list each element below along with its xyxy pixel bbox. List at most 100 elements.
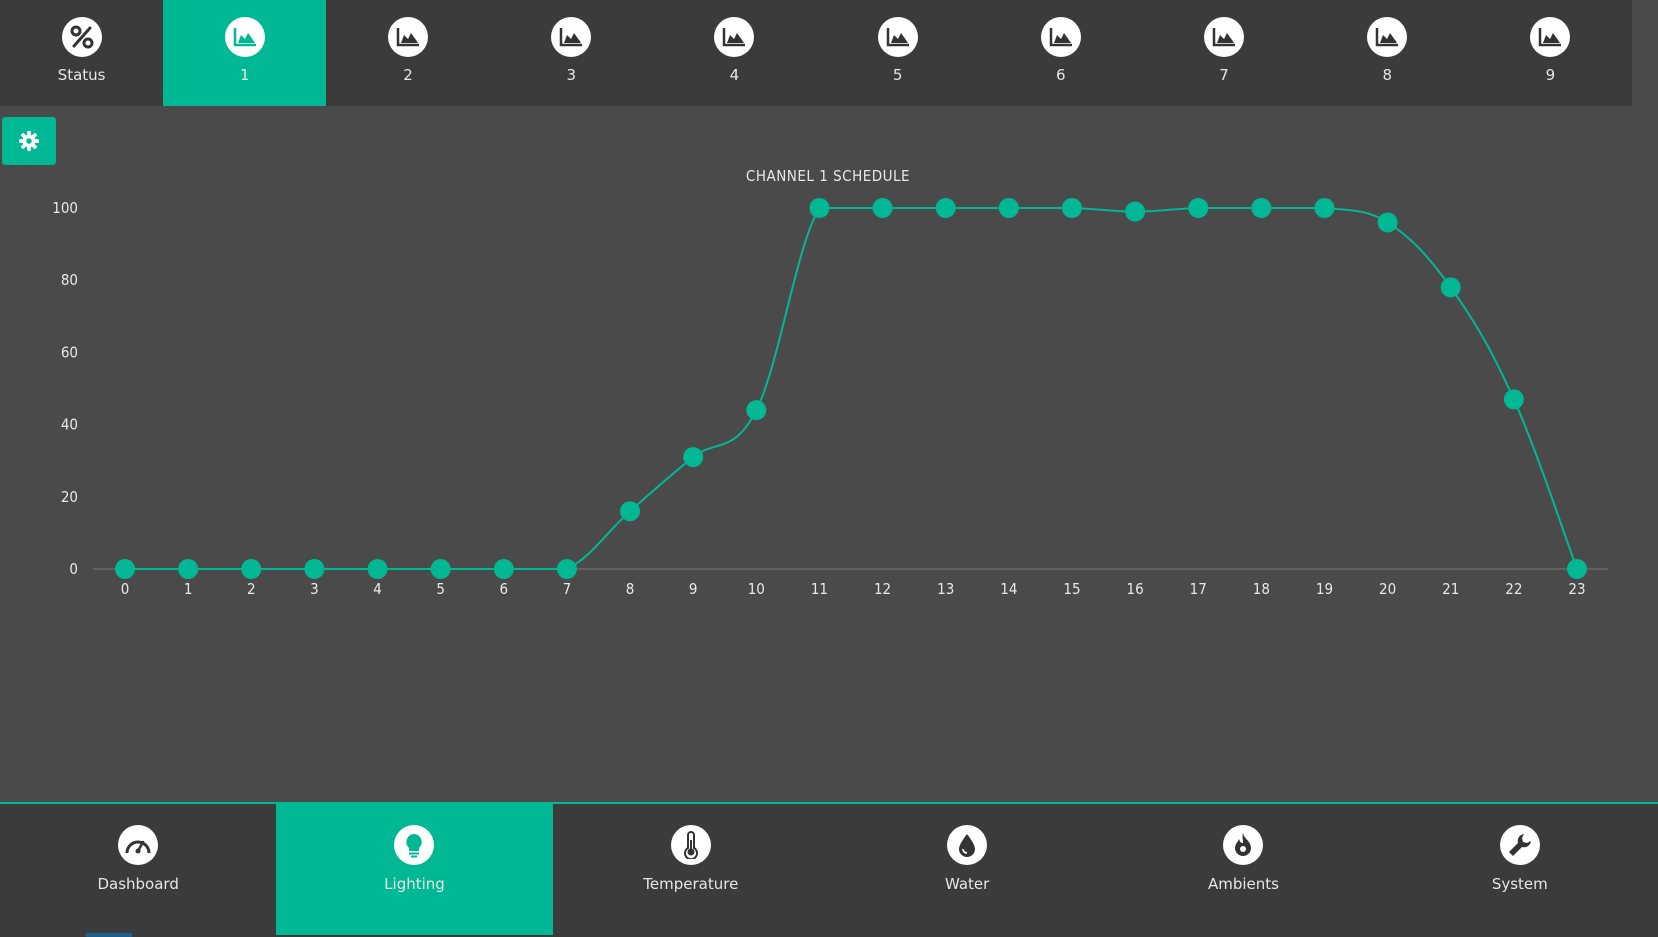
- y-axis-ticks: 0 20 40 60 80 100: [52, 199, 78, 578]
- chart-title: CHANNEL 1 SCHEDULE: [746, 167, 910, 185]
- data-point[interactable]: [493, 559, 514, 579]
- tab-channel-2[interactable]: 2: [326, 0, 489, 106]
- flame-icon: [1223, 825, 1264, 865]
- y-tick-label: 40: [61, 416, 78, 434]
- x-tick-label: 21: [1442, 580, 1459, 598]
- area-chart-icon: [1530, 17, 1571, 57]
- tab-label: 3: [566, 66, 576, 84]
- data-point[interactable]: [115, 559, 135, 579]
- data-point[interactable]: [1125, 201, 1146, 222]
- area-chart-icon: [877, 17, 918, 57]
- nav-ambients[interactable]: Ambients: [1105, 804, 1381, 937]
- x-tick-label: 19: [1316, 580, 1333, 598]
- data-point[interactable]: [1503, 389, 1524, 410]
- area-chart-icon: [1040, 17, 1081, 57]
- x-tick-label: 6: [499, 580, 508, 598]
- data-point[interactable]: [620, 501, 641, 522]
- x-tick-label: 13: [937, 580, 954, 598]
- channel-tab-bar: Status 1 2 3 4 5 6: [0, 0, 1632, 106]
- data-point[interactable]: [872, 198, 893, 218]
- data-point[interactable]: [746, 400, 767, 421]
- tab-channel-7[interactable]: 7: [1142, 0, 1305, 106]
- nav-system[interactable]: System: [1382, 804, 1658, 937]
- tab-channel-6[interactable]: 6: [979, 0, 1142, 106]
- schedule-points: [115, 198, 1587, 579]
- x-tick-label: 8: [626, 580, 635, 598]
- x-tick-label: 17: [1190, 580, 1207, 598]
- area-chart-icon: [1204, 17, 1245, 57]
- water-drop-icon: [947, 825, 988, 865]
- nav-temperature[interactable]: Temperature: [553, 804, 829, 937]
- tab-label: 5: [892, 66, 903, 84]
- tab-status[interactable]: Status: [0, 0, 163, 106]
- y-tick-label: 80: [61, 271, 78, 289]
- x-tick-label: 10: [748, 580, 765, 598]
- nav-water[interactable]: Water: [829, 804, 1105, 937]
- scroll-indicator: [86, 933, 132, 937]
- thermometer-icon: [670, 825, 711, 865]
- tab-channel-8[interactable]: 8: [1306, 0, 1469, 106]
- x-tick-label: 16: [1127, 580, 1144, 598]
- nav-label: Water: [944, 875, 990, 893]
- data-point[interactable]: [1567, 559, 1587, 579]
- bottom-nav-bar: Dashboard Lighting Temperature: [0, 802, 1658, 937]
- data-point[interactable]: [1251, 198, 1272, 218]
- data-point[interactable]: [998, 198, 1019, 218]
- tab-channel-1[interactable]: 1: [163, 0, 327, 106]
- x-tick-label: 18: [1253, 580, 1270, 598]
- x-axis-ticks: 0 1 2 3 4 5 6 7 8 9 10 11 12 13 14 15 16 17 18 19 20 21 22 23: [121, 580, 1586, 598]
- tab-channel-4[interactable]: 4: [653, 0, 816, 106]
- nav-label: Ambients: [1207, 875, 1279, 893]
- settings-button[interactable]: [2, 117, 56, 165]
- tab-channel-5[interactable]: 5: [816, 0, 979, 106]
- tab-label: 8: [1382, 66, 1392, 84]
- data-point[interactable]: [556, 559, 577, 579]
- x-tick-label: 15: [1063, 580, 1080, 598]
- x-tick-label: 4: [373, 580, 382, 598]
- data-point[interactable]: [178, 559, 199, 579]
- data-point[interactable]: [1440, 277, 1461, 298]
- x-tick-label: 2: [247, 580, 256, 598]
- data-point[interactable]: [1314, 198, 1335, 218]
- x-tick-label: 22: [1505, 580, 1522, 598]
- tab-label: Status: [57, 66, 106, 84]
- data-point[interactable]: [935, 198, 956, 218]
- data-point[interactable]: [241, 559, 262, 579]
- data-point[interactable]: [367, 559, 388, 579]
- nav-dashboard[interactable]: Dashboard: [0, 804, 276, 937]
- x-tick-label: 12: [874, 580, 891, 598]
- data-point[interactable]: [430, 559, 451, 579]
- area-chart-icon: [1367, 17, 1408, 57]
- y-tick-label: 0: [69, 560, 78, 578]
- y-tick-label: 60: [61, 343, 78, 361]
- tab-channel-3[interactable]: 3: [490, 0, 653, 106]
- data-point[interactable]: [809, 198, 830, 218]
- nav-lighting[interactable]: Lighting: [276, 804, 553, 935]
- x-tick-label: 9: [689, 580, 698, 598]
- area-chart-icon: [551, 17, 592, 57]
- tab-label: 9: [1545, 66, 1556, 84]
- schedule-line: [125, 207, 1578, 570]
- nav-label: Dashboard: [97, 875, 179, 893]
- data-point[interactable]: [1377, 212, 1398, 233]
- scroll-gutter: [1632, 0, 1658, 106]
- x-tick-label: 1: [184, 580, 193, 598]
- x-tick-label: 20: [1379, 580, 1396, 598]
- tab-label: 2: [403, 66, 413, 84]
- tab-label: 6: [1056, 66, 1066, 84]
- tab-label: 1: [240, 66, 250, 84]
- tab-label: 4: [729, 66, 740, 84]
- tab-channel-9[interactable]: 9: [1469, 0, 1632, 106]
- data-point[interactable]: [683, 447, 704, 468]
- area-chart-icon: [388, 17, 428, 57]
- x-tick-label: 0: [121, 580, 130, 598]
- x-tick-label: 14: [1000, 580, 1017, 598]
- data-point[interactable]: [1188, 198, 1209, 218]
- data-point[interactable]: [1061, 198, 1082, 218]
- area-chart-icon: [224, 17, 265, 57]
- tab-label: 7: [1219, 66, 1229, 84]
- data-point[interactable]: [304, 559, 325, 579]
- nav-label: System: [1491, 875, 1548, 893]
- nav-label: Lighting: [384, 875, 445, 893]
- dashboard-gauge-icon: [118, 825, 159, 865]
